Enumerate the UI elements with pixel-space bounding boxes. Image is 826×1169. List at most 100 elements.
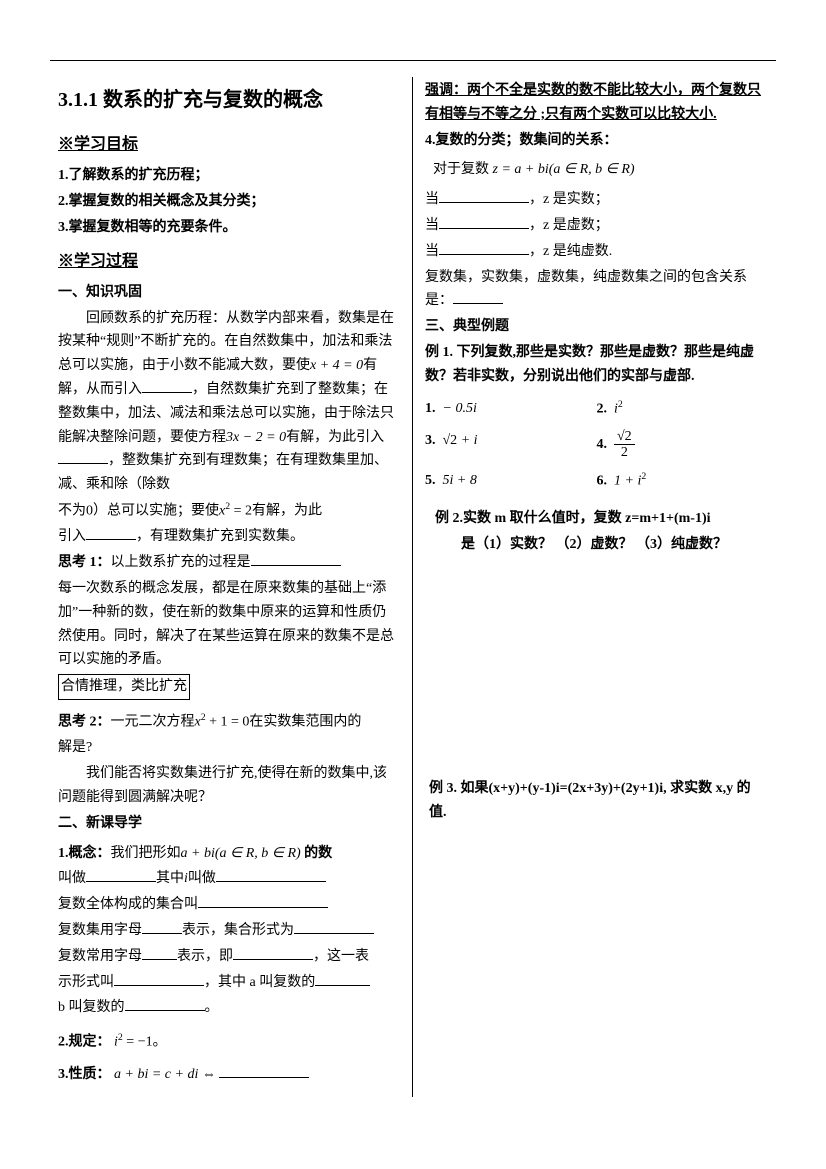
goal-item: 1.了解数系的扩充历程； [58, 164, 400, 188]
problem-item: 4. √22 [597, 429, 769, 461]
classify-expr: 对于复数 z = a + bi(a ∈ R, b ∈ R) [433, 158, 768, 182]
text: 表示，即 [177, 949, 233, 964]
fraction-den: 2 [614, 445, 635, 460]
concept-fill-line: b 叫复数的 。 [58, 996, 400, 1020]
think1-label: 思考 1： [58, 555, 111, 570]
goals-heading: ※学习目标 [58, 131, 400, 158]
subsection-heading: 一、知识巩固 [58, 281, 400, 305]
when-line: 当 ，z 是虚数； [425, 214, 768, 238]
fill-blank [125, 997, 205, 1011]
text: 复数常用字母 [58, 949, 142, 964]
text: ，这一表 [313, 949, 369, 964]
text: ，有理数集扩充到实数集。 [136, 529, 304, 544]
text: 解是? [58, 736, 400, 760]
text: 在实数集范围内的 [249, 715, 361, 730]
classify-heading: 4.复数的分类；数集间的关系： [425, 129, 768, 153]
math-expr: x + 4 = 0 [310, 358, 363, 373]
analogy-box-row: 合情推理，类比扩充 [58, 674, 400, 700]
text: 。 [205, 1000, 219, 1015]
think1-body: 每一次数系的概念发展，都是在原来数集的基础上“添加”一种新的数，使在新的数集中原… [58, 577, 400, 672]
fraction: √22 [614, 429, 635, 461]
math-expr: 1 + i [614, 473, 641, 488]
fill-blank [86, 868, 156, 882]
process-heading: ※学习过程 [58, 248, 400, 275]
problem-item: 2. i2 [597, 397, 769, 421]
subsection-heading: 二、新课导学 [58, 812, 400, 836]
math-expr: 3x − 2 = 0 [226, 430, 286, 445]
problem-row: 3. √2 + i 4. √22 [425, 429, 768, 461]
math-expr: = 2 [230, 504, 252, 519]
page: 3.1.1 数系的扩充与复数的概念 ※学习目标 1.了解数系的扩充历程； 2.掌… [0, 0, 826, 1169]
when-line: 当 ，z 是实数； [425, 188, 768, 212]
example2-sub: 是（1）实数？ （2）虚数？ （3）纯虚数？ [425, 533, 768, 557]
fill-blank [216, 868, 326, 882]
text: 有解，为此引入 [286, 430, 384, 445]
analogy-box: 合情推理，类比扩充 [58, 674, 190, 700]
concept-label: 1.概念： [58, 846, 111, 861]
text: 不为0）总可以实施；要使 [58, 504, 219, 519]
body-paragraph: 回顾数系的扩充历程：从数学内部来看，数集是在按某种“规则”不断扩充的。在自然数集… [58, 307, 400, 497]
problem-row: 5. 5i + 8 6. 1 + i2 [425, 469, 768, 493]
rule-label: 2.规定： [58, 1035, 111, 1050]
fraction-num: √2 [614, 429, 635, 445]
concept-fill-line: 复数集用字母 表示，集合形式为 [58, 919, 400, 943]
emphasis-text: 两个不全是实数的数不能比较大小，两个复数只有相等与不等之分 ;只有两个实数可以比… [425, 83, 761, 122]
math-expr: − 0.5i [443, 401, 477, 416]
concept-line: 1.概念：我们把形如a + bi(a ∈ R, b ∈ R) 的数 [58, 842, 400, 866]
text: 以上数系扩充的过程是 [111, 555, 251, 570]
text: 当 [425, 192, 439, 207]
think2-body: 我们能否将实数集进行扩充,使得在新的数集中,该问题能得到圆满解决呢？ [58, 762, 400, 810]
example2-heading: 例 2.实数 m 取什么值时，复数 z=m+1+(m-1)i [425, 507, 768, 531]
text: 复数集用字母 [58, 923, 142, 938]
text: ，其中 a 叫复数的 [204, 975, 315, 990]
math-expr: a + bi = c + di ⇔ [114, 1067, 219, 1082]
text: 其中 [156, 871, 184, 886]
math-sup: 2 [641, 471, 646, 482]
fill-blank [142, 379, 192, 393]
math-expr: = −1 [123, 1035, 153, 1050]
text: 的数 [304, 846, 332, 861]
concept-fill-line: 叫做其中i叫做 [58, 867, 400, 891]
problem-item: 6. 1 + i2 [597, 469, 769, 493]
concept-fill-line: 示形式叫，其中 a 叫复数的 [58, 971, 400, 995]
fill-blank [315, 972, 370, 986]
fill-blank [439, 189, 529, 203]
text: ，z 是实数； [529, 192, 609, 207]
concept-fill-line: 复数常用字母 表示，即 ，这一表 [58, 945, 400, 969]
problem-item: 3. √2 + i [425, 429, 597, 461]
text: ，z 是虚数； [529, 218, 609, 233]
text: 引入 [58, 529, 86, 544]
text: 表示，集合形式为 [182, 923, 294, 938]
page-title: 3.1.1 数系的扩充与复数的概念 [58, 83, 400, 117]
text: b 叫复数的 [58, 1000, 125, 1015]
rule-line: 2.规定： i2 = −1。 [58, 1030, 400, 1054]
text: 对于复数 [433, 162, 493, 177]
fill-blank [142, 920, 182, 934]
fill-blank [294, 920, 374, 934]
text: 我们能否将实数集进行扩充,使得在新的数集中,该问题能得到圆满解决呢？ [58, 766, 387, 805]
fill-blank [219, 1064, 309, 1078]
math-expr: 5i + 8 [443, 473, 477, 488]
example3-heading: 例 3. 如果(x+y)+(y-1)i=(2x+3y)+(2y+1)i, 求实数… [425, 777, 768, 825]
example1-heading: 例 1. 下列复数,那些是实数？那些是虚数？那些是纯虚数？若非实数，分别说出他们… [425, 341, 768, 389]
text: 。 [153, 1035, 167, 1050]
property-label: 3.性质： [58, 1067, 111, 1082]
text: 我们把形如 [111, 846, 181, 861]
text: 当 [425, 218, 439, 233]
text: 当 [425, 244, 439, 259]
goal-item: 2.掌握复数的相关概念及其分类； [58, 190, 400, 214]
fill-blank [198, 894, 328, 908]
fill-blank [114, 972, 204, 986]
text: ，z 是纯虚数. [529, 244, 612, 259]
fill-blank [251, 552, 341, 566]
fill-blank [58, 450, 108, 464]
goal-item: 3.掌握复数相等的充要条件。 [58, 216, 400, 240]
math-expr: √2 [443, 433, 458, 448]
fill-blank [233, 946, 313, 960]
text: 复数全体构成的集合叫 [58, 897, 198, 912]
think2-label: 思考 2： [58, 715, 111, 730]
fill-blank [439, 241, 529, 255]
math-expr: z = a + bi(a ∈ R, b ∈ R) [493, 162, 635, 177]
problem-item: 5. 5i + 8 [425, 469, 597, 493]
body-paragraph: 引入 ，有理数集扩充到实数集。 [58, 525, 400, 549]
